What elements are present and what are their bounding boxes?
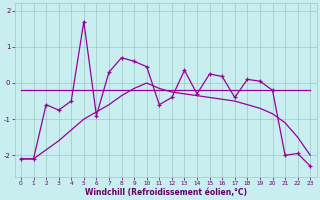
X-axis label: Windchill (Refroidissement éolien,°C): Windchill (Refroidissement éolien,°C) [84,188,247,197]
